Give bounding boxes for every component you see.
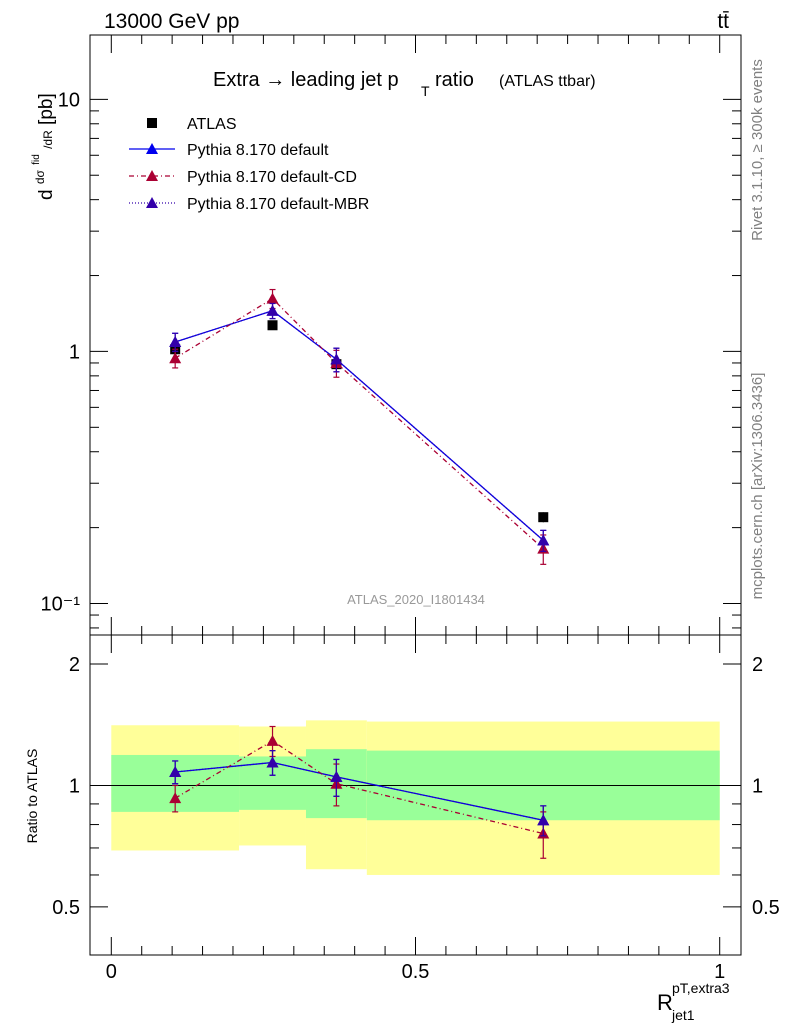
ratio-mc-point [169,765,182,777]
title-main: Extra → leading jet p [213,69,399,91]
legend-marker-mbr [146,197,158,208]
mcplots-note: mcplots.cern.ch [arXiv:1306.3436] [749,373,766,600]
main-mc-line [174,310,544,541]
analysis-id: ATLAS_2020_I1801434 [347,592,485,607]
ratio-ytick-label-left: 1 [69,775,80,797]
ratio-mc-line [174,740,544,835]
main-mc-point [537,534,550,546]
title-small: (ATLAS ttbar) [499,73,596,90]
legend: ATLAS Pythia 8.170 default Pythia 8.170 … [129,116,369,213]
main-ytick-label: 10⁻¹ [41,594,81,616]
ylabel-unit: [pb] [36,93,57,125]
main-series-lines [174,297,544,550]
header-process: 13000 GeV pp [104,10,239,33]
ratio-ytick-label-left: 0.5 [52,897,80,919]
xlabel-subscript: jet1 [671,1007,695,1023]
ylabel-frac: /dR [41,130,55,149]
ratio-ytick-label-right: 0.5 [752,897,780,919]
legend-label-cd: Pythia 8.170 default-CD [187,169,357,186]
ratio-ylabel: Ratio to ATLAS [24,749,40,844]
plot-title: Extra → leading jet p T ratio (ATLAS ttb… [213,69,596,99]
ratio-xtick-label: 0.5 [402,961,430,983]
main-mc-point [330,353,343,365]
legend-marker-default [146,143,158,154]
main-data-points [169,288,550,565]
xlabel-superscript: pT,extra3 [672,980,730,996]
main-ytick-label: 1 [69,341,80,363]
legend-label-default: Pythia 8.170 default [187,142,329,159]
header-final-state: tt̄ [717,10,729,33]
legend-marker-atlas [147,118,157,128]
legend-label-mbr: Pythia 8.170 default-MBR [187,196,369,213]
ratio-mc-point [537,814,550,826]
main-mc-point [266,304,279,316]
ylabel-lhs: d [36,189,57,200]
main-ylabel: d dσ fid /dR [pb] [23,93,57,200]
title-subscript: T [421,83,430,99]
rivet-version-note: Rivet 3.1.10, ≥ 300k events [749,59,766,241]
atlas-point [267,320,278,331]
main-mc-point [169,352,182,364]
ratio-ytick-label-right: 2 [752,654,763,676]
atlas-point [538,512,549,523]
main-mc-point [169,335,182,347]
ratio-data-points [169,725,550,859]
ratio-uncertainty-bands [90,720,741,875]
ratio-mc-point [266,734,279,746]
ratio-ytick-label-left: 2 [69,654,80,676]
ratio-xlabel: R pT,extra3 jet1 [657,980,730,1023]
main-mc-line [174,297,544,550]
ratio-mc-point [266,756,279,768]
ratio-ytick-label-right: 1 [752,775,763,797]
main-mc-point [266,292,279,304]
ylabel-numerator: dσ [33,169,47,184]
ratio-mc-line [175,761,544,821]
main-ytick-label: 10 [58,89,80,111]
ratio-xtick-label: 1 [714,961,725,983]
main-mc-line [174,310,544,541]
ratio-xtick-label: 0 [106,961,117,983]
xlabel-main: R [657,990,673,1015]
legend-label-atlas: ATLAS [187,116,237,133]
ratio-mc-point [330,770,343,782]
axis-ticks: 10 1 10⁻¹ 2 2 1 1 0.5 0.5 0 0.5 1 [41,35,780,983]
ratio-mc-point [169,792,182,804]
legend-marker-cd [146,170,158,181]
ratio-plot-frame [89,634,742,956]
title-tail: ratio [435,69,474,91]
ratio-series-lines [174,740,544,835]
ylabel-fid: fid [31,154,42,165]
